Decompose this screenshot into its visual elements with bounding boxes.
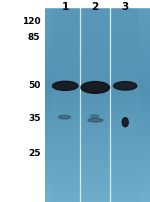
- Text: 25: 25: [28, 149, 40, 158]
- Ellipse shape: [122, 118, 128, 127]
- Text: 120: 120: [22, 17, 40, 26]
- Ellipse shape: [52, 81, 78, 90]
- Ellipse shape: [90, 115, 99, 118]
- Ellipse shape: [114, 82, 137, 90]
- Text: 85: 85: [28, 33, 40, 42]
- Bar: [0, 0, 150, 7]
- Ellipse shape: [58, 115, 70, 119]
- Ellipse shape: [88, 118, 103, 122]
- Text: 50: 50: [28, 81, 40, 90]
- Text: 35: 35: [28, 114, 40, 123]
- Text: 1: 1: [62, 2, 69, 12]
- Ellipse shape: [81, 82, 110, 93]
- Text: 3: 3: [122, 2, 129, 12]
- Text: 2: 2: [92, 2, 99, 12]
